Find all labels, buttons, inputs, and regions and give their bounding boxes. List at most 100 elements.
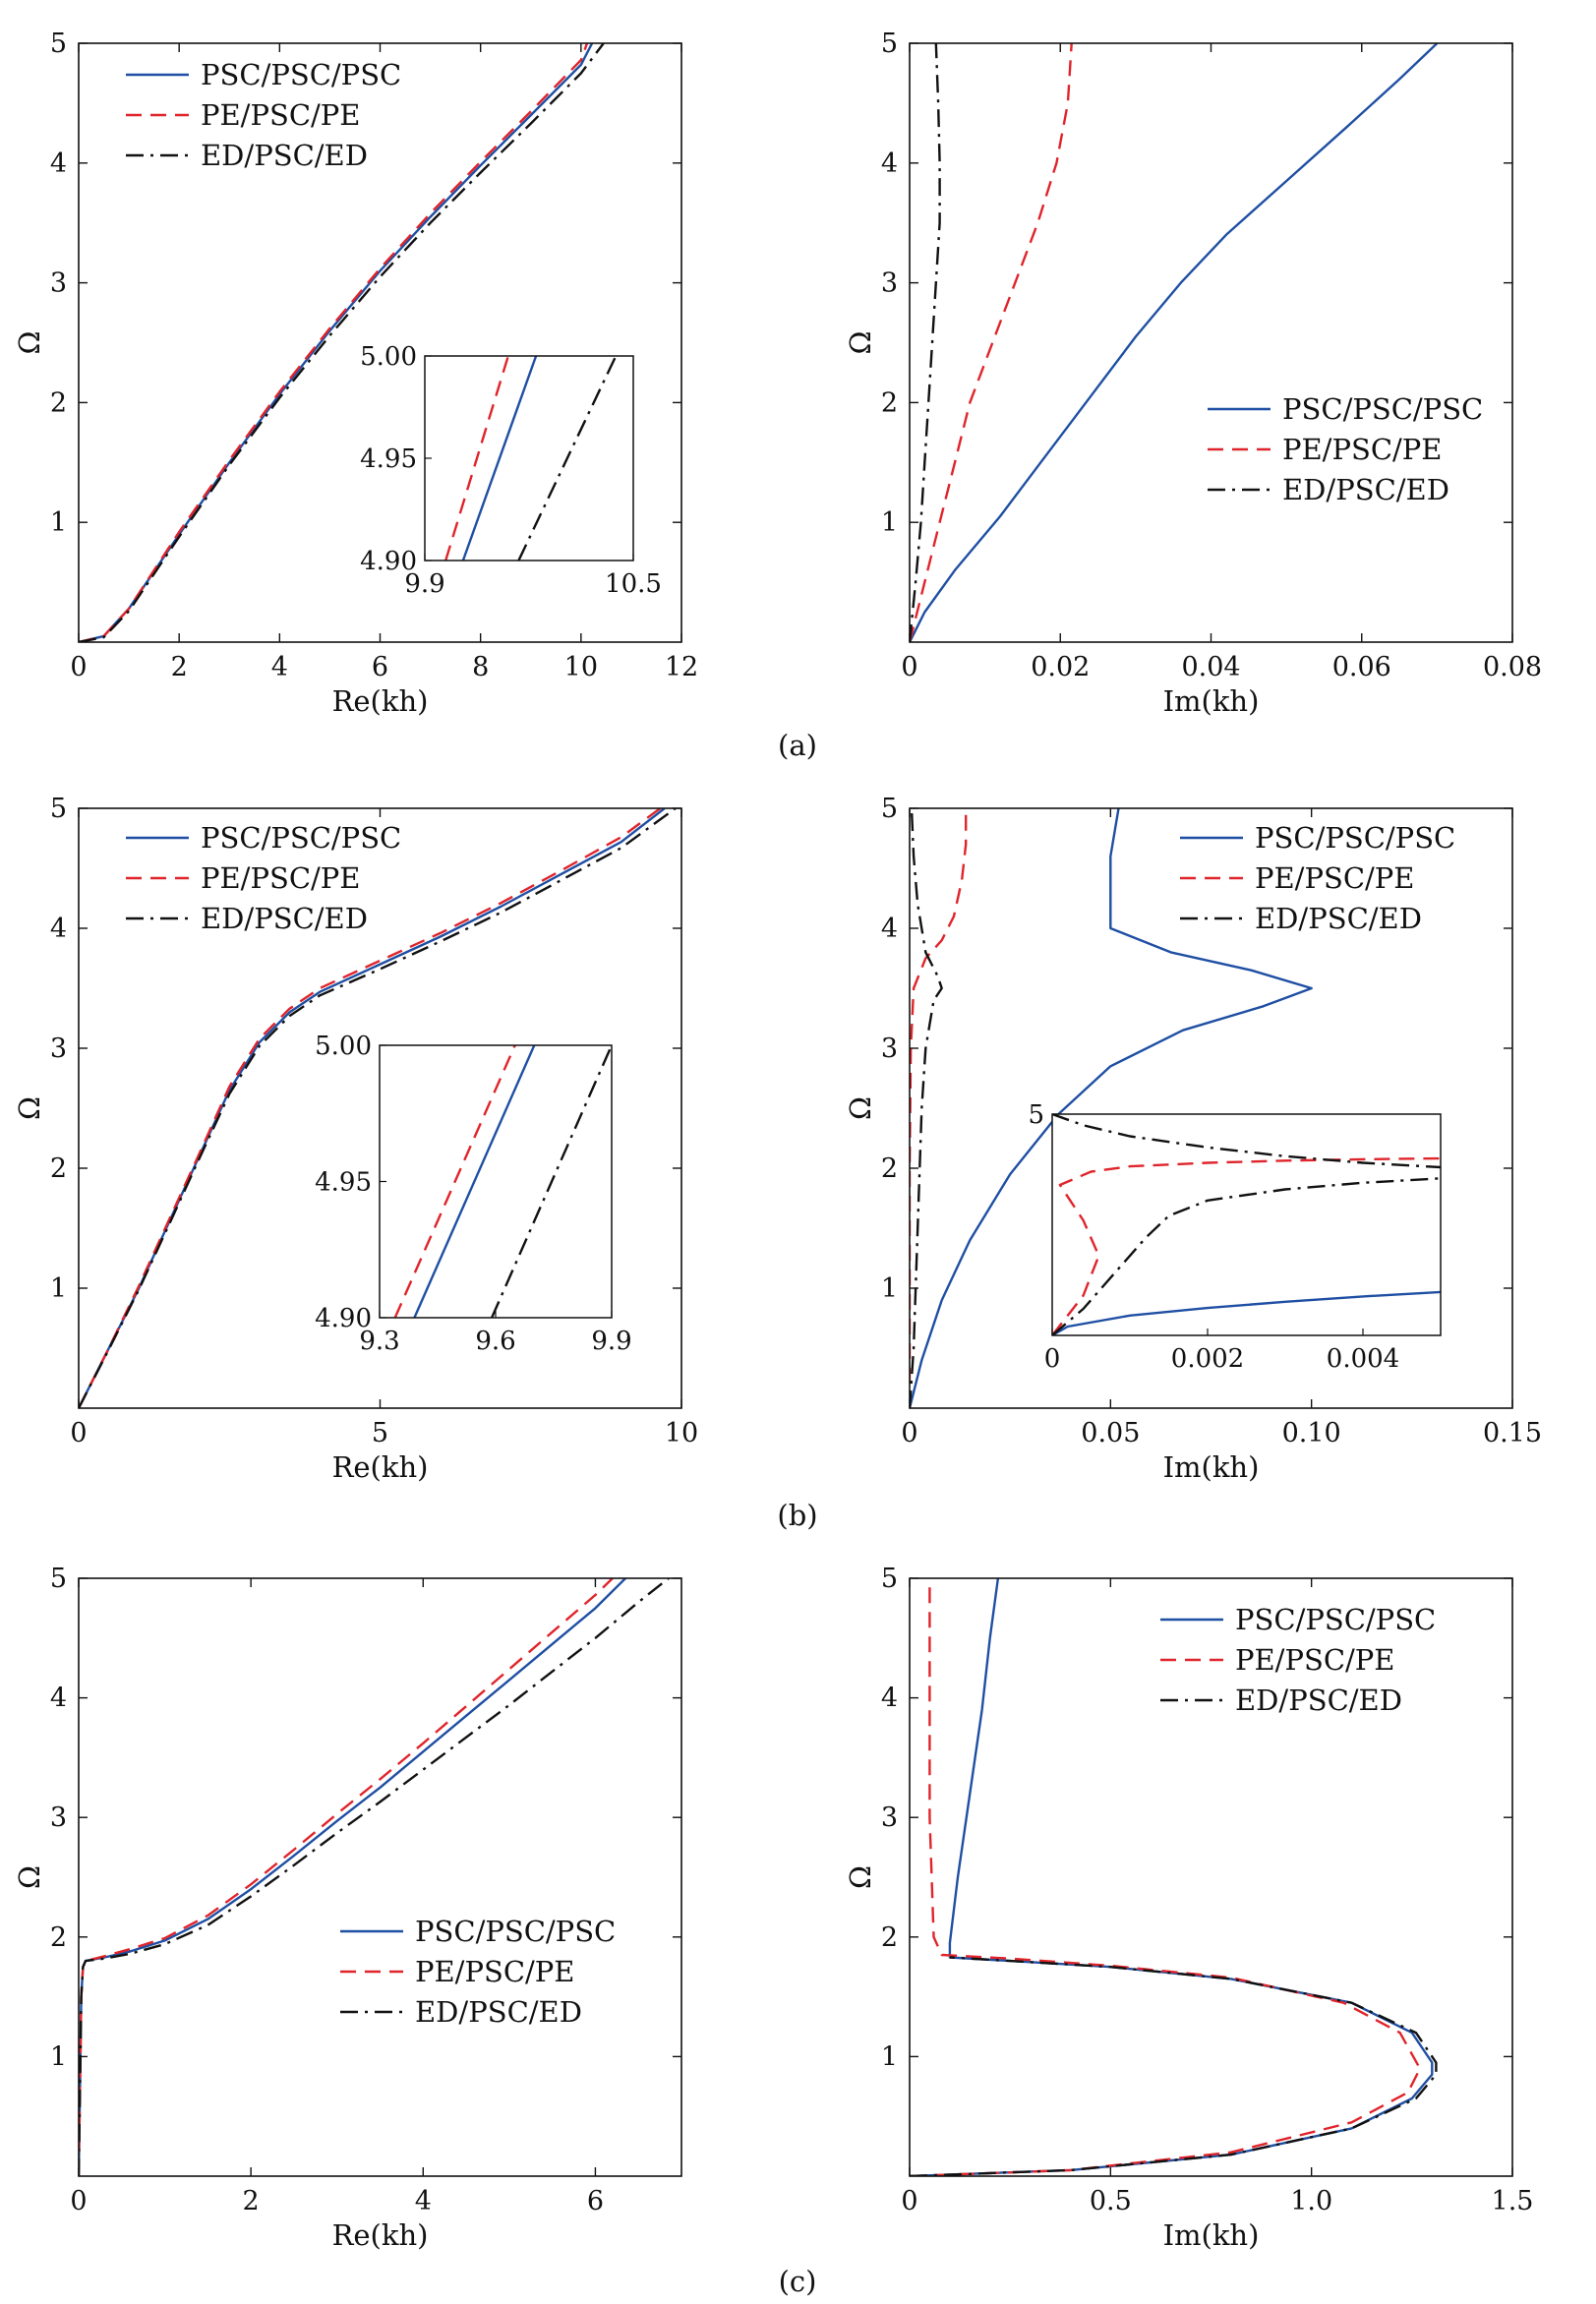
legend-entry-label: ED/PSC/ED (201, 139, 368, 172)
x-tick-label: 0.5 (1090, 2186, 1132, 2216)
legend-entry-label: ED/PSC/ED (1282, 473, 1449, 506)
y-tick-label: 1 (50, 1273, 67, 1304)
x-tick-label: 6 (587, 2186, 604, 2216)
inset-series-line (491, 1045, 612, 1318)
x-tick-label: 0 (70, 652, 87, 682)
y-tick-label: 4 (50, 1684, 67, 1714)
inset-background (380, 1045, 612, 1318)
y-tick-label: 2 (881, 1922, 898, 1953)
y-tick-label: 2 (881, 1153, 898, 1184)
main-series-line (79, 808, 662, 1408)
legend-entry-label: PSC/PSC/PSC (1255, 821, 1455, 855)
inset-x-tick-label: 0 (1044, 1344, 1061, 1374)
x-tick-label: 5 (372, 1418, 388, 1448)
y-tick-label: 2 (50, 1922, 67, 1953)
x-tick-label: 1.0 (1290, 2186, 1332, 2216)
y-tick-label: 2 (50, 1153, 67, 1184)
legend-entry-label: PSC/PSC/PSC (201, 58, 401, 91)
main-series-line (910, 43, 941, 642)
main-series-line (910, 43, 1439, 642)
inset-series-line (393, 1045, 516, 1318)
x-tick-label: 0.02 (1031, 652, 1090, 682)
legend-entry-label: PSC/PSC/PSC (1282, 392, 1483, 426)
y-tick-label: 3 (881, 268, 898, 299)
y-tick-label: 5 (50, 1564, 67, 1594)
x-tick-label: 0 (901, 2186, 917, 2216)
inset-series-line (413, 1045, 536, 1318)
series-group (910, 808, 1313, 1408)
y-tick-label: 1 (881, 2041, 898, 2072)
inset-chart: 0 0.002 0.004 5 (1028, 1100, 1442, 1374)
x-tick-label: 0.15 (1483, 1418, 1542, 1448)
x-axis-label: Im(kh) (1163, 684, 1260, 718)
x-axis-label: Im(kh) (1163, 1450, 1260, 1484)
y-tick-label: 5 (881, 29, 898, 59)
caption-b: (b) (777, 1499, 817, 1532)
inset-background (1052, 1114, 1441, 1335)
inset-chart: 9.3 9.6 9.9 4.90 4.95 5.00 (315, 1032, 632, 1356)
y-tick-label: 4 (50, 148, 67, 179)
legend-entry-label: PE/PSC/PE (1255, 861, 1414, 895)
series-group (79, 1578, 670, 2176)
x-axis-label: Re(kh) (332, 1450, 429, 1484)
main-series-line (910, 43, 1073, 642)
y-tick-label: 3 (50, 1034, 67, 1064)
x-tick-label: 2 (243, 2186, 260, 2216)
caption-c: (c) (779, 2265, 817, 2298)
main-series-line (910, 808, 1313, 1408)
x-tick-label: 0.06 (1332, 652, 1391, 682)
inset-frame (1051, 1113, 1442, 1336)
main-series-line (79, 1578, 614, 2176)
main-series-line (910, 1578, 1434, 2176)
series-group (910, 1578, 1438, 2176)
y-tick-label: 4 (881, 914, 898, 944)
chart-panels: 0 2 4 6 8 10 1212345Re(kh)ΩPSC/PSC/PSCPE/PSC/P… (13, 29, 1542, 2252)
legend-entry-label: PSC/PSC/PSC (415, 1915, 616, 1948)
main-series-line (79, 1578, 626, 2176)
inset-series-line (1052, 1114, 1441, 1169)
y-axis-label: Ω (13, 1865, 46, 1889)
x-axis-label: Im(kh) (1163, 2218, 1260, 2252)
inset-y-tick-label: 5.00 (360, 342, 417, 372)
y-axis-label: Ω (844, 1865, 877, 1889)
plot-frame (909, 807, 1513, 1409)
inset-x-tick-label: 9.9 (591, 1327, 631, 1356)
x-axis-label: Re(kh) (332, 684, 429, 718)
series-group (79, 43, 605, 642)
legend-entry-label: PE/PSC/PE (201, 861, 360, 895)
y-tick-label: 3 (50, 1802, 67, 1833)
inset-x-tick-label: 0.004 (1327, 1344, 1399, 1374)
x-tick-label: 2 (171, 652, 188, 682)
chart-b-right: 0 0.05 0.10 0.15 1 2 3 4 5 Im(kh) Ω PSC/PSC/PSC PE/P… (844, 794, 1542, 1484)
legend-entry-label: ED/PSC/ED (415, 1995, 582, 2029)
x-tick-label: 0 (70, 1418, 87, 1448)
y-tick-label: 2 (50, 387, 67, 418)
x-axis-label: Re(kh) (332, 2218, 429, 2252)
y-tick-label: 4 (881, 1684, 898, 1714)
y-tick-label: 4 (50, 914, 67, 944)
plot-frame (78, 1577, 682, 2177)
y-tick-label: 1 (881, 1273, 898, 1304)
inset-y-tick-label: 4.90 (315, 1304, 372, 1333)
inset-y-tick-label: 4.90 (360, 547, 417, 576)
caption-a: (a) (778, 729, 817, 762)
x-tick-label: 4 (271, 652, 288, 682)
main-series-line (79, 43, 605, 642)
x-tick-label: 0.05 (1081, 1418, 1140, 1448)
y-tick-label: 4 (881, 148, 898, 179)
y-axis-label: Ω (13, 1096, 46, 1120)
y-tick-label: 5 (881, 794, 898, 824)
inset-x-tick-label: 0.002 (1171, 1344, 1244, 1374)
y-tick-label: 5 (881, 1564, 898, 1594)
x-tick-label: 0 (70, 2186, 87, 2216)
y-tick-label: 1 (50, 2041, 67, 2072)
x-tick-label: 6 (372, 652, 388, 682)
x-tick-label: 0.10 (1282, 1418, 1341, 1448)
legend-entry-label: PE/PSC/PE (201, 98, 360, 132)
y-tick-label: 5 (50, 794, 67, 824)
y-tick-label: 1 (881, 507, 898, 538)
inset-series-line (1052, 1156, 1441, 1335)
main-series-line (79, 808, 677, 1408)
legend-entry-label: ED/PSC/ED (1235, 1684, 1402, 1717)
y-tick-label: 1 (50, 507, 67, 538)
